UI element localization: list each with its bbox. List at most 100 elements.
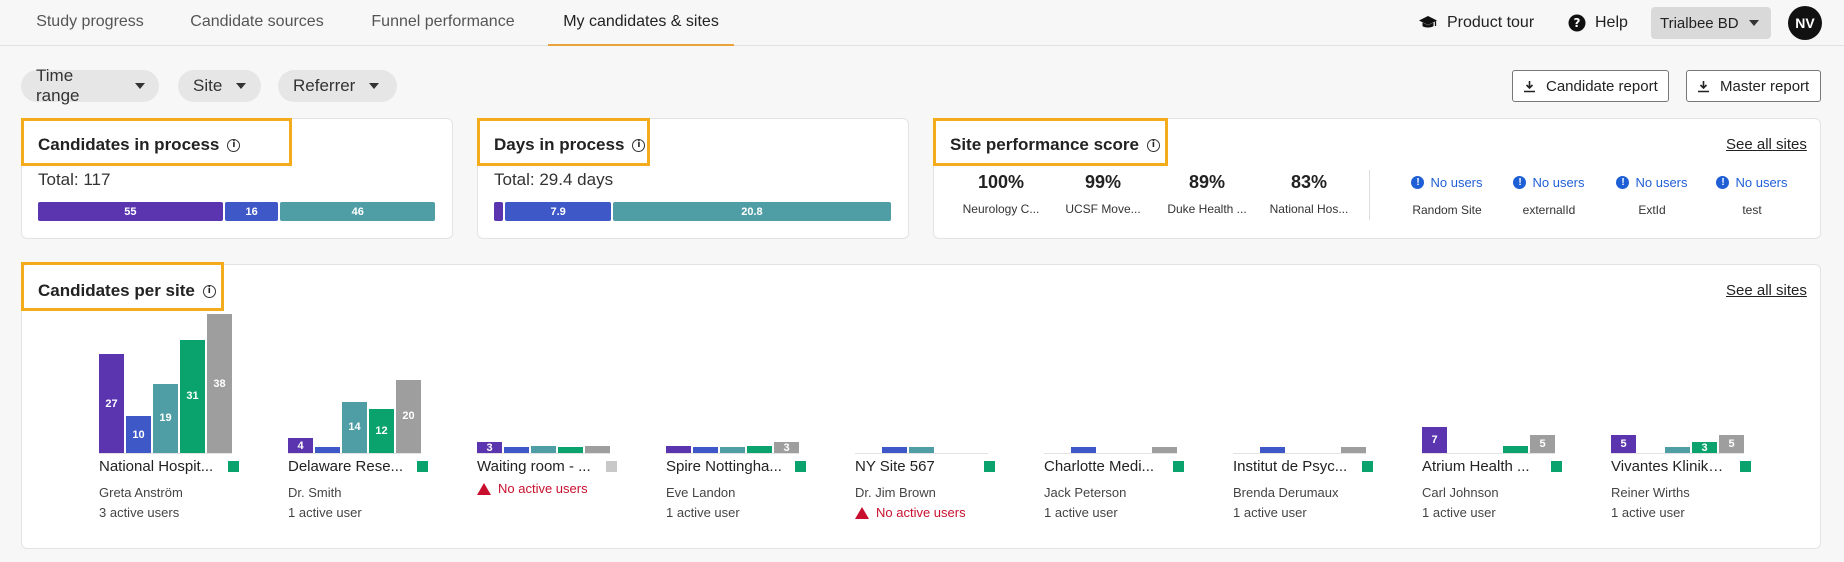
site-bar-group[interactable]: NY Site 567 Dr. Jim Brown No active users xyxy=(855,300,995,530)
days-stacked-bar: 7.9 20.8 xyxy=(494,202,891,221)
site-name[interactable]: Waiting room - ... xyxy=(477,458,591,475)
site-bar[interactable] xyxy=(315,447,340,453)
site-bar[interactable]: 14 xyxy=(342,401,367,453)
help-button[interactable]: ? Help xyxy=(1568,14,1628,32)
site-bar[interactable] xyxy=(1071,447,1096,453)
master-report-button[interactable]: Master report xyxy=(1686,70,1821,102)
site-contact-name: Jack Peterson xyxy=(1044,485,1127,500)
site-bar[interactable] xyxy=(1665,447,1690,453)
time-range-filter[interactable]: Time range xyxy=(21,66,159,105)
see-all-sites-link[interactable]: See all sites xyxy=(1726,282,1807,299)
site-bar[interactable] xyxy=(909,447,934,453)
site-name[interactable]: NY Site 567 xyxy=(855,458,935,475)
site-bar-group[interactable]: 5 3 5 Vivantes Kliniku... Reiner Wirths 1 act… xyxy=(1611,300,1751,530)
site-bar[interactable]: 5 xyxy=(1719,434,1744,453)
site-name[interactable]: National Hospit... xyxy=(99,458,214,475)
no-users-label: No users xyxy=(1735,175,1788,190)
performance-score-item[interactable]: 83% National Hos... xyxy=(1256,172,1362,216)
active-users-count: 1 active user xyxy=(1044,505,1118,520)
site-bar[interactable]: 38 xyxy=(207,314,232,453)
info-icon[interactable]: i xyxy=(1146,138,1160,152)
info-icon[interactable]: i xyxy=(227,138,241,152)
info-icon[interactable]: i xyxy=(632,138,646,152)
site-bar[interactable]: 5 xyxy=(1611,434,1636,453)
site-bar[interactable] xyxy=(693,447,718,453)
site-bar-group[interactable]: 27 10 19 31 38 National Hospit... Greta Anströ… xyxy=(99,300,239,530)
site-bar-group[interactable]: 7 5 Atrium Health ... Carl Johnson 1 active … xyxy=(1422,300,1562,530)
tab-funnel-performance[interactable]: Funnel performance xyxy=(371,13,515,30)
performance-score-item[interactable]: 89% Duke Health ... xyxy=(1154,172,1260,216)
bar-segment[interactable]: 16 xyxy=(224,202,279,221)
chart-baseline xyxy=(288,453,421,454)
bar-segment[interactable]: 7.9 xyxy=(505,202,611,221)
status-square-icon xyxy=(417,461,428,472)
site-bar[interactable]: 3 xyxy=(477,442,502,454)
site-bar-group[interactable]: 3 Spire Nottingha... Eve Landon 1 active us… xyxy=(666,300,806,530)
site-bar[interactable] xyxy=(531,445,556,453)
top-navigation: Study progress Candidate sources Funnel … xyxy=(0,0,1844,46)
site-bar[interactable] xyxy=(1341,447,1366,453)
status-square-icon xyxy=(984,461,995,472)
no-users-site-item[interactable]: ! No users externalId xyxy=(1498,175,1600,217)
site-bar[interactable]: 7 xyxy=(1422,427,1447,453)
site-bar[interactable]: 19 xyxy=(153,383,178,453)
site-bar[interactable]: 20 xyxy=(396,379,421,453)
product-tour-button[interactable]: Product tour xyxy=(1418,14,1534,32)
performance-score-value: 99% xyxy=(1084,172,1122,192)
site-bar[interactable] xyxy=(666,445,691,453)
no-users-site-item[interactable]: ! No users ExtId xyxy=(1601,175,1703,217)
tab-study-progress[interactable]: Study progress xyxy=(36,13,144,30)
site-name[interactable]: Vivantes Kliniku... xyxy=(1611,458,1729,475)
site-bar[interactable]: 10 xyxy=(126,416,151,453)
site-name[interactable]: Delaware Rese... xyxy=(288,458,404,475)
site-bar-group[interactable]: 3 Waiting room - ... No active users xyxy=(477,300,617,530)
site-bar[interactable] xyxy=(882,447,907,453)
bar-segment[interactable]: 20.8 xyxy=(612,202,891,221)
site-bar[interactable]: 27 xyxy=(99,354,124,453)
tab-candidate-sources[interactable]: Candidate sources xyxy=(190,13,324,30)
avatar[interactable]: NV xyxy=(1788,6,1822,40)
performance-site-name: Duke Health ... xyxy=(1167,202,1247,216)
bar-segment[interactable]: 55 xyxy=(38,202,223,221)
site-bar[interactable] xyxy=(720,447,745,453)
bar-segment[interactable] xyxy=(494,202,504,221)
site-bar-group[interactable]: 4 14 12 20 Delaware Rese... Dr. Smith 1 active… xyxy=(288,300,428,530)
site-bar[interactable]: 3 xyxy=(1692,442,1717,454)
site-name[interactable]: Atrium Health ... xyxy=(1422,458,1530,475)
site-bar[interactable]: 3 xyxy=(774,442,799,454)
site-bar[interactable] xyxy=(1260,447,1285,453)
site-bar[interactable]: 12 xyxy=(369,409,394,453)
candidate-report-label: Candidate report xyxy=(1546,77,1658,95)
site-bar[interactable]: 31 xyxy=(180,339,205,453)
site-bar[interactable] xyxy=(747,445,772,453)
info-icon[interactable]: i xyxy=(202,284,216,298)
bar-segment[interactable]: 46 xyxy=(280,202,435,221)
referrer-filter[interactable]: Referrer xyxy=(278,70,397,102)
candidate-report-button[interactable]: Candidate report xyxy=(1512,70,1669,102)
see-all-sites-link[interactable]: See all sites xyxy=(1726,136,1807,153)
site-name-row: Spire Nottingha... xyxy=(666,458,806,475)
site-bar-group[interactable]: Charlotte Medi... Jack Peterson 1 active u… xyxy=(1044,300,1184,530)
chevron-down-icon xyxy=(236,83,247,89)
account-dropdown[interactable]: Trialbee BD xyxy=(1651,7,1771,39)
performance-score-item[interactable]: 100% Neurology C... xyxy=(948,172,1054,216)
site-name[interactable]: Spire Nottingha... xyxy=(666,458,782,475)
site-bar[interactable] xyxy=(585,445,610,453)
site-bar[interactable] xyxy=(504,447,529,453)
site-bar[interactable] xyxy=(1152,447,1177,453)
no-users-site-item[interactable]: ! No users Random Site xyxy=(1396,175,1498,217)
performance-score-item[interactable]: 99% UCSF Move... xyxy=(1050,172,1156,216)
site-name[interactable]: Institut de Psyc... xyxy=(1233,458,1348,475)
site-bar-group[interactable]: Institut de Psyc... Brenda Derumaux 1 acti… xyxy=(1233,300,1373,530)
site-name[interactable]: Charlotte Medi... xyxy=(1044,458,1155,475)
site-bar[interactable] xyxy=(558,447,583,453)
chart-baseline xyxy=(1233,453,1366,454)
tab-my-candidates-sites[interactable]: My candidates & sites xyxy=(548,0,734,46)
site-filter[interactable]: Site xyxy=(178,70,261,102)
no-users-site-item[interactable]: ! No users test xyxy=(1701,175,1803,217)
site-bar[interactable] xyxy=(1503,445,1528,453)
site-bar[interactable]: 4 xyxy=(288,438,313,453)
warning-triangle-icon xyxy=(477,482,491,495)
site-bar[interactable]: 5 xyxy=(1530,434,1555,453)
highlight-box xyxy=(933,118,1168,166)
